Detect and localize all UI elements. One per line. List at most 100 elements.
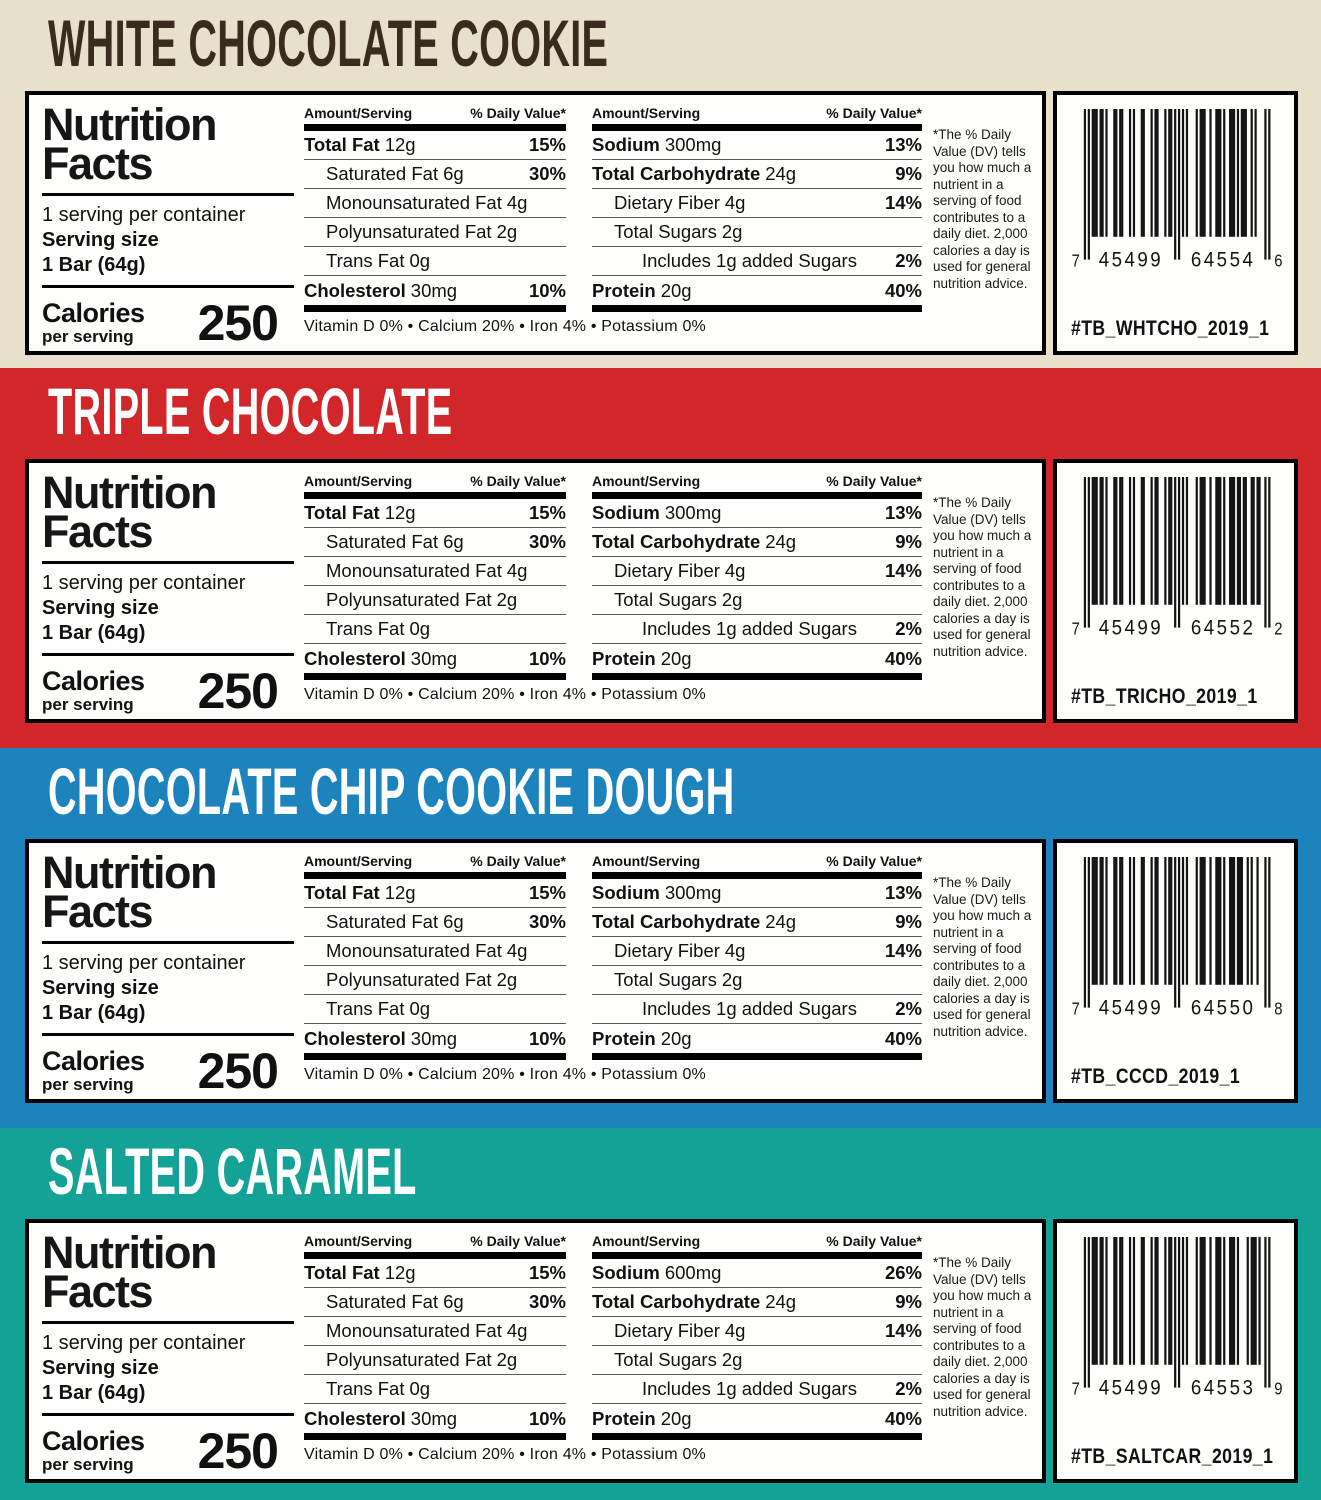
nutrition-facts-panel: Nutrition Facts 1 serving per container … — [25, 459, 1046, 723]
nutrient-daily-value: 10% — [528, 647, 566, 669]
barcode-bar — [1195, 857, 1198, 985]
nutrient-row: Sodium 300mg 13% — [592, 131, 922, 160]
barcode-bar — [1156, 857, 1159, 985]
nutrient-daily-value: 9% — [895, 911, 922, 932]
barcode-bar — [1209, 857, 1212, 985]
serving-size-value: 1 Bar (64g) — [42, 1002, 146, 1024]
nutrition-tables-row: Amount/Serving % Daily Value* Total Fat 1… — [304, 853, 922, 1060]
thick-rule — [304, 1433, 566, 1440]
barcode-bar — [1083, 857, 1087, 1008]
barcode-bar — [1087, 109, 1090, 260]
barcode-bar — [1236, 1237, 1240, 1365]
calories-label: Calories — [42, 297, 145, 328]
barcode-panel: 7 45499 64550 8 #TB_CCCD_2019_1 — [1053, 839, 1298, 1103]
nutrient-daily-value: 30% — [528, 911, 566, 932]
nutrient-row: Cholesterol 30mg 10% — [304, 276, 566, 305]
nutrient-daily-value: 15% — [528, 1262, 566, 1283]
nutrient-name: Cholesterol 30mg — [304, 648, 457, 670]
calories-block: Calories per serving 250 — [42, 294, 294, 352]
nutrient-name: Total Fat 12g — [304, 1262, 416, 1284]
barcode-bar — [1101, 1237, 1104, 1365]
nutrient-name: Sodium 300mg — [592, 502, 721, 524]
serving-info: 1 serving per container Serving size 1 B… — [42, 203, 294, 278]
barcode-bar — [1168, 109, 1171, 237]
barcode-bar — [1230, 109, 1234, 237]
nutrient-name: Trans Fat 0g — [304, 618, 430, 640]
nutrient-rows: Sodium 300mg 13% Total Carbohydrate 24g 9% Die… — [592, 879, 922, 1053]
barcode-bar — [1154, 1237, 1157, 1365]
serving-size-value: 1 Bar (64g) — [42, 622, 146, 644]
divider — [42, 941, 294, 944]
nutrient-label: Cholesterol — [304, 1027, 406, 1049]
upc-check-digit: 6 — [1274, 253, 1282, 271]
barcode-bar — [1199, 1237, 1202, 1365]
label-row: Nutrition Facts 1 serving per container … — [25, 839, 1321, 1103]
nutrient-label: Trans Fat — [326, 1378, 405, 1399]
barcode-bar — [1181, 857, 1185, 985]
nutrient-daily-value: 26% — [884, 1262, 922, 1283]
table-header: Amount/Serving % Daily Value* — [304, 105, 566, 124]
daily-value-header: % Daily Value* — [826, 473, 922, 489]
barcode-bar — [1236, 477, 1240, 605]
barcode-bar — [1132, 109, 1136, 237]
barcode-bar — [1113, 1237, 1116, 1365]
sku-code: #TB_WHTCHO_2019_1 — [1071, 317, 1270, 340]
servings-per-container: 1 serving per container — [42, 952, 246, 974]
barcode-bar — [1156, 1237, 1159, 1365]
nutrient-label: Total Sugars — [614, 221, 717, 242]
barcode-bar — [1099, 1237, 1102, 1365]
nutrient-amount: 12g — [384, 882, 416, 903]
label-row: Nutrition Facts 1 serving per container … — [25, 459, 1321, 723]
nutrition-facts-heading-line1: Nutrition — [42, 467, 217, 518]
nutrient-row: Total Carbohydrate 24g 9% — [592, 908, 922, 937]
nutrient-name: Sodium 300mg — [592, 882, 721, 904]
nutrient-label: Includes 1g added Sugars — [642, 250, 857, 271]
nutrition-facts-left-column: Nutrition Facts 1 serving per container … — [42, 467, 294, 719]
barcode-bar — [1154, 857, 1157, 985]
thick-rule — [592, 1053, 922, 1060]
vitamin-minerals-line: Vitamin D 0% • Calcium 20% • Iron 4% • P… — [304, 318, 706, 335]
nutrient-row: Dietary Fiber 4g 14% — [592, 937, 922, 966]
nutrient-row: Total Carbohydrate 24g 9% — [592, 1288, 922, 1317]
nutrient-row: Protein 20g 40% — [592, 644, 922, 673]
nutrition-facts-heading-line2: Facts — [42, 506, 154, 557]
nutrient-label: Sodium — [592, 1262, 660, 1283]
barcode-bar — [1254, 1237, 1257, 1365]
nutrient-amount: 4g — [506, 1320, 528, 1341]
nutrient-rows: Total Fat 12g 15% Saturated Fat 6g 30% Monouns… — [304, 1259, 566, 1433]
daily-value-header: % Daily Value* — [826, 105, 922, 121]
nutrient-label: Total Carbohydrate — [592, 163, 761, 184]
upc-right-digits: 64550 — [1191, 996, 1255, 1019]
nutrient-name: Trans Fat 0g — [304, 998, 430, 1020]
nutrient-name: Protein 20g — [592, 280, 692, 302]
barcode-bar — [1215, 477, 1218, 605]
nutrient-label: Total Fat — [304, 882, 380, 903]
nutrient-label: Saturated Fat — [326, 163, 439, 184]
nutrient-row: Monounsaturated Fat 4g — [304, 189, 566, 218]
barcode-bar — [1264, 1237, 1267, 1388]
barcode-bar — [1199, 109, 1202, 237]
barcode-bar — [1174, 1237, 1177, 1388]
barcode-bar — [1128, 1237, 1132, 1365]
barcode: 7 45499 64554 6 — [1072, 109, 1282, 271]
nutrient-row: Sodium 300mg 13% — [592, 499, 922, 528]
barcode-bar — [1099, 477, 1102, 605]
flavor-section: TRIPLE CHOCOLATE Nutrition Facts 1 servi… — [0, 368, 1321, 748]
nutrient-name: Saturated Fat 6g — [304, 1291, 464, 1313]
barcode-bar — [1238, 857, 1242, 985]
barcode-bar — [1185, 857, 1189, 985]
nutrition-facts-heading-line2: Facts — [42, 138, 154, 189]
barcode-bar — [1170, 1237, 1173, 1365]
nutrient-row: Polyunsaturated Fat 2g — [304, 218, 566, 247]
nutrient-label: Saturated Fat — [326, 911, 439, 932]
nutrition-facts-left-column: Nutrition Facts 1 serving per container … — [42, 1230, 294, 1479]
daily-value-header: % Daily Value* — [470, 1233, 566, 1249]
barcode-bar — [1115, 477, 1118, 605]
nutrient-amount: 12g — [384, 134, 416, 155]
nutrient-amount: 30mg — [410, 1027, 458, 1049]
barcode-bar — [1181, 109, 1185, 237]
nutrient-label: Monounsaturated Fat — [326, 192, 502, 213]
nutrient-row: Sodium 600mg 26% — [592, 1259, 922, 1288]
nutrition-table-left: Amount/Serving % Daily Value* Total Fat 1… — [304, 473, 566, 680]
calories-sublabel: per serving — [42, 1454, 134, 1474]
